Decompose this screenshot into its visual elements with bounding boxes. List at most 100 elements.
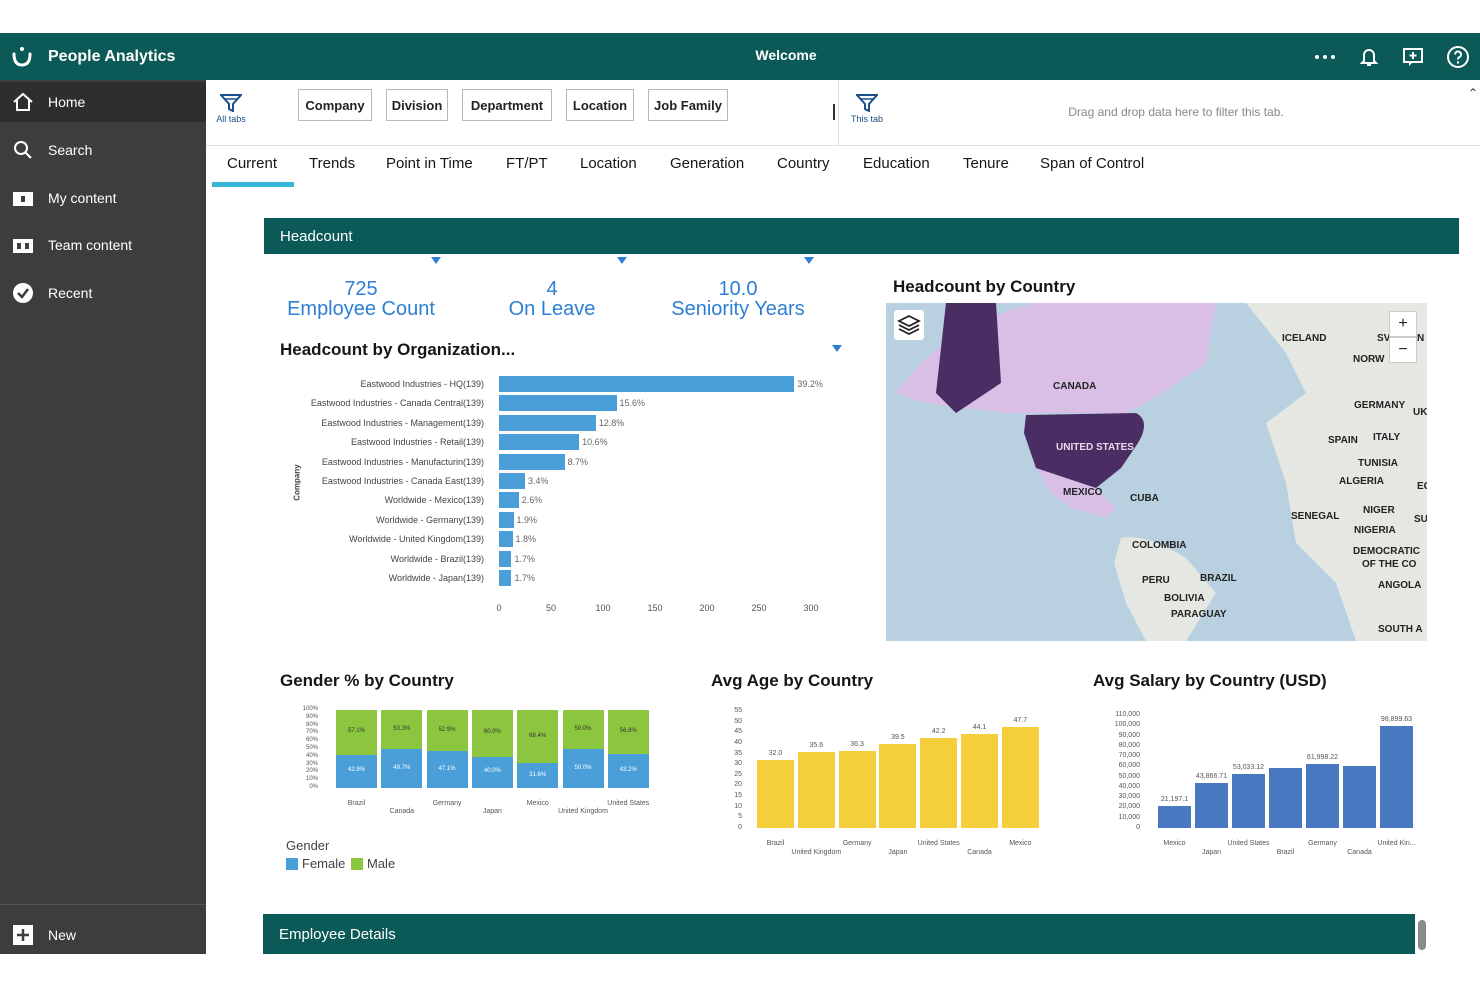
y-tick-label: 5	[738, 813, 742, 821]
x-tick-label: United Kingdom	[558, 808, 608, 815]
data-label: 50.3%	[393, 725, 411, 732]
y-tick-label: 20,000	[1118, 803, 1140, 811]
y-tick-label: 30%	[305, 760, 318, 767]
filter-icon[interactable]	[431, 257, 441, 264]
all-tabs-filter[interactable]: All tabs	[206, 94, 256, 124]
gender-chart-title: Gender % by Country	[280, 671, 454, 690]
employee-details-header[interactable]: Employee Details	[263, 914, 1415, 954]
bar	[961, 734, 998, 828]
y-tick-label: 100,000	[1114, 721, 1140, 729]
map-label: NORW	[1353, 354, 1385, 365]
y-tick-label: 40%	[305, 752, 318, 759]
bar-label: Worldwide - Brazil(139)	[390, 553, 484, 564]
map-label: CUBA	[1130, 493, 1159, 504]
salary-chart-title: Avg Salary by Country (USD)	[1093, 671, 1327, 690]
tab-generation[interactable]: Generation	[670, 155, 745, 172]
x-tick-label: Japan	[482, 808, 502, 815]
filter-icon[interactable]	[804, 257, 814, 264]
bar	[1343, 765, 1376, 828]
data-label: 15.6%	[619, 398, 646, 409]
x-tick-label: Canada	[967, 849, 992, 856]
data-label: 98,899.63	[1380, 716, 1413, 724]
map-label: NIGERIA	[1354, 525, 1396, 536]
bar-female	[426, 751, 468, 788]
new-button[interactable]: New	[0, 915, 206, 955]
bar	[499, 531, 513, 548]
headcount-map[interactable]: ICELAND SV N NORW CANADA GERMANY UK SPAI…	[886, 303, 1427, 641]
kpi-value: 10.0	[718, 278, 758, 300]
kpi-seniority-years: 10.0 Seniority Years	[648, 279, 828, 319]
tab-trends[interactable]: Trends	[309, 155, 356, 172]
map-label: PARAGUAY	[1171, 609, 1227, 620]
y-tick-label: 30	[734, 760, 742, 768]
bar-label: Eastwood Industries - Canada Central(139…	[310, 398, 484, 409]
bar	[499, 414, 596, 431]
sidebar-item-recent[interactable]: Recent	[0, 273, 206, 313]
map-label: BRAZIL	[1200, 573, 1237, 584]
drag-handle[interactable]	[833, 104, 835, 120]
bar	[1306, 764, 1339, 828]
bar-label: Worldwide - Japan(139)	[388, 573, 484, 583]
home-icon	[11, 90, 35, 114]
filter-icon[interactable]	[832, 345, 842, 352]
tab-current[interactable]: Current	[227, 155, 278, 172]
legend-female[interactable]: Female	[286, 856, 345, 871]
tab-tenure[interactable]: Tenure	[963, 155, 1009, 172]
sidebar-item-label: Search	[48, 142, 93, 158]
map-label: SOUTH A	[1378, 624, 1423, 635]
legend-male[interactable]: Male	[351, 856, 395, 871]
x-tick-label: 200	[699, 603, 715, 613]
tab-span-of-control[interactable]: Span of Control	[1040, 155, 1145, 172]
tab-location[interactable]: Location	[580, 155, 637, 172]
bar	[1158, 806, 1191, 828]
filter-chip-company[interactable]: Company	[298, 89, 372, 121]
brand[interactable]: People Analytics	[10, 45, 175, 69]
zoom-out-button[interactable]: −	[1389, 337, 1417, 363]
x-tick-label: Brazil	[347, 800, 366, 807]
data-label: 10.6%	[582, 437, 608, 448]
team-folder-icon	[11, 233, 35, 257]
sidebar-item-search[interactable]: Search	[0, 130, 206, 170]
filter-chip-division[interactable]: Division	[386, 89, 448, 121]
tab-education[interactable]: Education	[863, 155, 930, 172]
bar	[499, 492, 519, 509]
sidebar-item-team-content[interactable]: Team content	[0, 225, 206, 265]
filter-chip-department[interactable]: Department	[462, 89, 552, 121]
data-label: 49.7%	[393, 764, 411, 771]
map-shapes	[896, 303, 1427, 641]
y-tick-label: 10%	[305, 776, 318, 783]
y-tick-label: 90,000	[1118, 731, 1140, 739]
sidebar-item-my-content[interactable]: My content	[0, 178, 206, 218]
filter-icon[interactable]	[617, 257, 627, 264]
bar	[499, 395, 617, 412]
filter-divider	[838, 80, 839, 146]
help-icon[interactable]	[1444, 43, 1472, 71]
collapse-icon[interactable]: ⌃	[1468, 86, 1479, 100]
zoom-in-button[interactable]: +	[1389, 311, 1417, 337]
this-tab-filter[interactable]: This tab	[842, 94, 892, 124]
bell-icon[interactable]	[1355, 43, 1383, 71]
layers-icon[interactable]	[894, 310, 924, 340]
sidebar-item-home[interactable]: Home	[0, 82, 206, 122]
y-tick-label: 35	[734, 749, 742, 757]
more-icon[interactable]	[1311, 43, 1339, 71]
bar-female	[471, 756, 513, 788]
x-tick-label: 300	[803, 603, 819, 613]
top-bar: People Analytics Welcome	[0, 33, 1480, 80]
filter-bar: All tabs Company Division Department Loc…	[206, 80, 1480, 146]
filter-chip-job-family[interactable]: Job Family	[648, 89, 728, 121]
legend-swatch	[351, 857, 363, 870]
map-label: EG	[1417, 481, 1427, 492]
map-label: GERMANY	[1354, 400, 1406, 411]
tab-country[interactable]: Country	[777, 155, 830, 172]
y-tick-label: 25	[734, 770, 742, 778]
tab-point-in-time[interactable]: Point in Time	[386, 155, 473, 172]
data-label: 39.5	[891, 733, 905, 741]
scrollbar[interactable]	[1418, 920, 1426, 950]
filter-chip-location[interactable]: Location	[566, 89, 634, 121]
bar-female	[562, 749, 604, 788]
tab-ft-pt[interactable]: FT/PT	[506, 155, 548, 172]
share-icon[interactable]	[1399, 43, 1427, 71]
bar	[797, 752, 835, 828]
tab-bar: Current Trends Point in Time FT/PT Locat…	[206, 146, 1480, 190]
